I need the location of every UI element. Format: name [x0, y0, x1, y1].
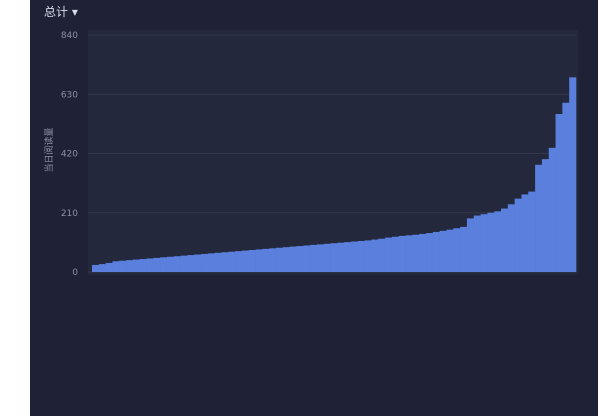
- bar: [562, 102, 570, 272]
- bar: [119, 260, 127, 272]
- bar: [160, 257, 168, 272]
- bar: [337, 242, 345, 272]
- bar: [139, 259, 147, 272]
- bar: [241, 250, 250, 272]
- bar: [146, 258, 154, 272]
- bar: [228, 251, 236, 272]
- bar: [214, 252, 222, 272]
- y-tick-label: 420: [61, 150, 78, 160]
- bar: [480, 214, 488, 272]
- bar: [330, 243, 338, 272]
- dropdown-label[interactable]: 总计: [44, 5, 69, 19]
- bar: [255, 249, 263, 272]
- bar: [378, 238, 386, 272]
- bar: [405, 235, 413, 272]
- bar: [426, 233, 434, 272]
- y-tick-label: 210: [61, 209, 78, 219]
- bar: [187, 255, 195, 272]
- y-tick-label: 0: [72, 268, 78, 278]
- bar: [501, 208, 509, 272]
- bar: [132, 259, 141, 272]
- bar: [344, 242, 352, 272]
- bar: [180, 255, 188, 272]
- bar: [351, 241, 359, 272]
- chart: 当日阅读量 0 210 420 630 840: [43, 30, 578, 278]
- bar: [276, 247, 284, 272]
- bar: [289, 246, 297, 272]
- bar: [303, 245, 311, 272]
- bar: [262, 248, 270, 272]
- bar: [466, 218, 475, 272]
- bar: [316, 244, 325, 272]
- bar: [391, 236, 400, 272]
- bar: [453, 228, 461, 272]
- bar: [555, 114, 563, 272]
- bar: [446, 229, 454, 272]
- bar: [357, 240, 365, 272]
- bar: [173, 256, 181, 272]
- bar: [235, 251, 243, 272]
- bar: [98, 264, 106, 272]
- bar: [514, 198, 522, 272]
- bar: [269, 248, 277, 272]
- bar: [460, 226, 468, 272]
- bar: [194, 254, 202, 272]
- bar: [432, 231, 440, 272]
- bar: [473, 215, 481, 272]
- bar: [535, 164, 543, 272]
- bar: [494, 211, 502, 272]
- bar: [166, 256, 175, 272]
- bar: [419, 233, 427, 272]
- bar: [398, 235, 406, 272]
- bar: [521, 194, 529, 272]
- bar: [385, 237, 393, 272]
- bar: [487, 212, 495, 272]
- y-axis-label: 当日阅读量: [43, 127, 55, 172]
- chart-panel: 总计 ▾ 当日阅读量 0 210 420 630 840: [30, 0, 598, 416]
- bar: [126, 260, 134, 272]
- bar: [364, 240, 372, 272]
- bar: [92, 264, 100, 272]
- total-dropdown[interactable]: 总计 ▾: [44, 3, 78, 20]
- bar: [201, 253, 209, 272]
- bar: [296, 246, 304, 272]
- y-tick-label: 840: [61, 31, 78, 41]
- bar: [439, 230, 447, 272]
- bar: [528, 191, 536, 272]
- bar: [282, 247, 290, 272]
- bar: [207, 253, 216, 272]
- bar: [310, 244, 318, 272]
- dropdown-caret[interactable]: ▾: [71, 5, 78, 19]
- bar: [221, 252, 229, 272]
- bar: [153, 257, 161, 272]
- bar: [412, 234, 420, 272]
- bar: [323, 243, 331, 272]
- bar: [569, 77, 577, 272]
- bar: [548, 147, 556, 272]
- bar: [541, 159, 550, 272]
- bar: [507, 204, 515, 272]
- bar: [371, 239, 379, 272]
- bar: [105, 262, 113, 272]
- bar: [112, 261, 120, 272]
- y-tick-label: 630: [61, 90, 78, 100]
- bar: [248, 249, 256, 272]
